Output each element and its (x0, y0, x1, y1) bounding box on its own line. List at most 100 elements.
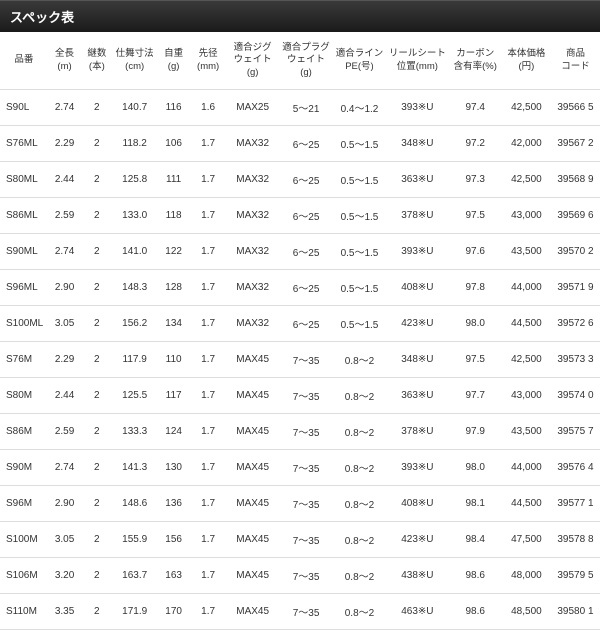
column-header-7: 適合プラグウェイト(g) (279, 32, 332, 90)
table-row: S86ML2.592133.01181.7MAX326～250.5～1.5378… (0, 198, 600, 234)
cell-8-7: 7～35 (279, 378, 332, 414)
cell-0-6: MAX25 (226, 90, 279, 126)
column-header-4: 自重(g) (157, 32, 190, 90)
cell-13-0: S106M (0, 558, 48, 594)
cell-5-12: 39571 9 (551, 270, 600, 306)
cell-10-12: 39576 4 (551, 450, 600, 486)
cell-3-6: MAX32 (226, 198, 279, 234)
cell-0-4: 116 (157, 90, 190, 126)
cell-1-4: 106 (157, 126, 190, 162)
cell-12-10: 98.4 (449, 522, 502, 558)
cell-2-10: 97.3 (449, 162, 502, 198)
cell-10-7: 7～35 (279, 450, 332, 486)
column-header-0: 品番 (0, 32, 48, 90)
cell-5-4: 128 (157, 270, 190, 306)
cell-7-12: 39573 3 (551, 342, 600, 378)
cell-5-11: 44,000 (502, 270, 551, 306)
cell-5-10: 97.8 (449, 270, 502, 306)
cell-11-9: 408※U (386, 486, 448, 522)
cell-6-1: 3.05 (48, 306, 81, 342)
cell-4-4: 122 (157, 234, 190, 270)
cell-0-0: S90L (0, 90, 48, 126)
cell-10-0: S90M (0, 450, 48, 486)
cell-12-6: MAX45 (226, 522, 279, 558)
cell-4-11: 43,500 (502, 234, 551, 270)
cell-8-10: 97.7 (449, 378, 502, 414)
cell-2-3: 125.8 (112, 162, 157, 198)
cell-9-0: S86M (0, 414, 48, 450)
cell-3-8: 0.5～1.5 (333, 198, 386, 234)
cell-4-1: 2.74 (48, 234, 81, 270)
cell-7-3: 117.9 (112, 342, 157, 378)
cell-11-12: 39577 1 (551, 486, 600, 522)
cell-0-5: 1.6 (190, 90, 226, 126)
cell-14-4: 170 (157, 594, 190, 630)
cell-1-0: S76ML (0, 126, 48, 162)
table-row: S90M2.742141.31301.7MAX457～350.8～2393※U9… (0, 450, 600, 486)
cell-2-11: 42,500 (502, 162, 551, 198)
cell-8-12: 39574 0 (551, 378, 600, 414)
table-header: 品番全長(m)継数(本)仕舞寸法(cm)自重(g)先径(mm)適合ジグウェイト(… (0, 32, 600, 90)
cell-4-6: MAX32 (226, 234, 279, 270)
cell-10-11: 44,000 (502, 450, 551, 486)
cell-8-6: MAX45 (226, 378, 279, 414)
cell-4-10: 97.6 (449, 234, 502, 270)
cell-9-10: 97.9 (449, 414, 502, 450)
cell-1-2: 2 (81, 126, 112, 162)
cell-8-3: 125.5 (112, 378, 157, 414)
cell-8-0: S80M (0, 378, 48, 414)
cell-4-8: 0.5～1.5 (333, 234, 386, 270)
cell-0-10: 97.4 (449, 90, 502, 126)
cell-7-10: 97.5 (449, 342, 502, 378)
cell-9-11: 43,500 (502, 414, 551, 450)
cell-6-5: 1.7 (190, 306, 226, 342)
cell-2-0: S80ML (0, 162, 48, 198)
cell-8-9: 363※U (386, 378, 448, 414)
cell-6-4: 134 (157, 306, 190, 342)
cell-8-8: 0.8～2 (333, 378, 386, 414)
column-header-9: リールシート位置(mm) (386, 32, 448, 90)
cell-13-4: 163 (157, 558, 190, 594)
cell-3-11: 43,000 (502, 198, 551, 234)
cell-9-4: 124 (157, 414, 190, 450)
cell-4-0: S90ML (0, 234, 48, 270)
spec-table: 品番全長(m)継数(本)仕舞寸法(cm)自重(g)先径(mm)適合ジグウェイト(… (0, 32, 600, 630)
cell-4-12: 39570 2 (551, 234, 600, 270)
cell-8-1: 2.44 (48, 378, 81, 414)
cell-0-3: 140.7 (112, 90, 157, 126)
cell-7-8: 0.8～2 (333, 342, 386, 378)
cell-1-10: 97.2 (449, 126, 502, 162)
cell-6-3: 156.2 (112, 306, 157, 342)
cell-3-2: 2 (81, 198, 112, 234)
cell-13-11: 48,000 (502, 558, 551, 594)
cell-5-0: S96ML (0, 270, 48, 306)
cell-0-8: 0.4～1.2 (333, 90, 386, 126)
cell-5-3: 148.3 (112, 270, 157, 306)
cell-10-1: 2.74 (48, 450, 81, 486)
table-row: S106M3.202163.71631.7MAX457～350.8～2438※U… (0, 558, 600, 594)
cell-3-10: 97.5 (449, 198, 502, 234)
cell-11-1: 2.90 (48, 486, 81, 522)
cell-11-3: 148.6 (112, 486, 157, 522)
cell-11-6: MAX45 (226, 486, 279, 522)
cell-4-2: 2 (81, 234, 112, 270)
cell-7-2: 2 (81, 342, 112, 378)
cell-1-8: 0.5～1.5 (333, 126, 386, 162)
cell-9-9: 378※U (386, 414, 448, 450)
cell-5-8: 0.5～1.5 (333, 270, 386, 306)
cell-2-12: 39568 9 (551, 162, 600, 198)
cell-1-5: 1.7 (190, 126, 226, 162)
cell-6-7: 6～25 (279, 306, 332, 342)
cell-6-11: 44,500 (502, 306, 551, 342)
table-row: S90L2.742140.71161.6MAX255～210.4～1.2393※… (0, 90, 600, 126)
table-row: S100M3.052155.91561.7MAX457～350.8～2423※U… (0, 522, 600, 558)
cell-14-5: 1.7 (190, 594, 226, 630)
cell-6-10: 98.0 (449, 306, 502, 342)
cell-8-11: 43,000 (502, 378, 551, 414)
cell-12-12: 39578 8 (551, 522, 600, 558)
table-row: S96M2.902148.61361.7MAX457～350.8～2408※U9… (0, 486, 600, 522)
cell-14-1: 3.35 (48, 594, 81, 630)
cell-14-9: 463※U (386, 594, 448, 630)
table-row: S100ML3.052156.21341.7MAX326～250.5～1.542… (0, 306, 600, 342)
cell-13-5: 1.7 (190, 558, 226, 594)
